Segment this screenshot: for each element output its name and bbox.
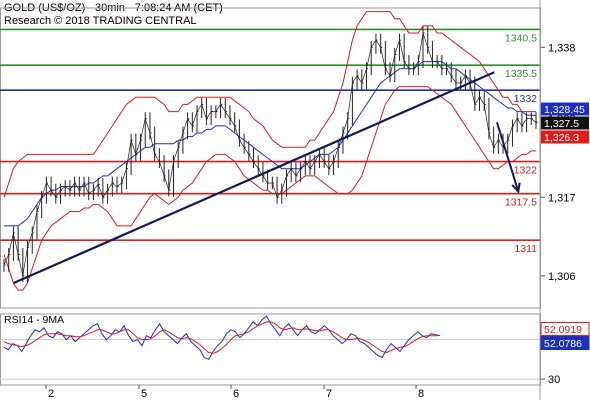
level-label: 1322	[514, 165, 538, 177]
bb-lower-line	[3, 86, 536, 291]
price-tick-label: 1,306	[548, 271, 576, 283]
x-tick-label: 7	[326, 388, 332, 400]
level-label: 1340.5	[505, 32, 537, 44]
price-line	[3, 32, 537, 276]
forecast-arrow-line	[495, 121, 520, 192]
price-tag-label: 1,328.45	[544, 104, 585, 116]
price-tag	[541, 116, 589, 130]
rsi-tag-label: 52.0786	[544, 338, 582, 350]
rsi-frame	[0, 313, 541, 386]
level-label: 1311	[514, 243, 537, 255]
rsi-tag-label: 52.0919	[544, 324, 582, 336]
rsi-panel: RSI14 - 9MA 30 52.0919 52.0786	[0, 313, 590, 386]
chart-subtitle: Research © 2018 TRADING CENTRAL	[4, 15, 197, 27]
level-label: 1317.5	[505, 197, 537, 209]
level-label: 1335.5	[505, 68, 537, 80]
x-tick-label: 5	[141, 388, 147, 400]
x-tick-label: 2	[48, 388, 54, 400]
moving-average-line	[4, 61, 537, 227]
rsi-series-line	[3, 315, 441, 361]
level-label: 1332	[514, 93, 538, 105]
price-tag-label: 1,326.3	[544, 132, 579, 144]
price-tick-label: 1,317	[548, 192, 576, 204]
price-tag-label: 1,327.5	[544, 118, 579, 130]
rsi-tick-label: 30	[548, 374, 560, 386]
x-axis: 2 5 6 7 8	[45, 0, 541, 400]
price-tag	[541, 130, 589, 144]
x-tick-label: 6	[233, 388, 239, 400]
x-tick-label: 8	[418, 388, 424, 400]
bb-upper-line	[3, 11, 536, 198]
rsi-series-line	[3, 321, 441, 354]
price-tick-label: 1,338	[548, 42, 576, 54]
forecast-arrow-head	[511, 182, 521, 194]
trendline	[13, 71, 495, 285]
price-frame	[0, 7, 541, 309]
rsi-tag	[540, 322, 590, 337]
rsi-tag	[540, 336, 590, 351]
price-panel: 1,3381,3281,3171,3061340.51335.513321322…	[0, 7, 589, 309]
rsi-title: RSI14 - 9MA	[4, 314, 64, 326]
price-tag	[541, 102, 589, 116]
